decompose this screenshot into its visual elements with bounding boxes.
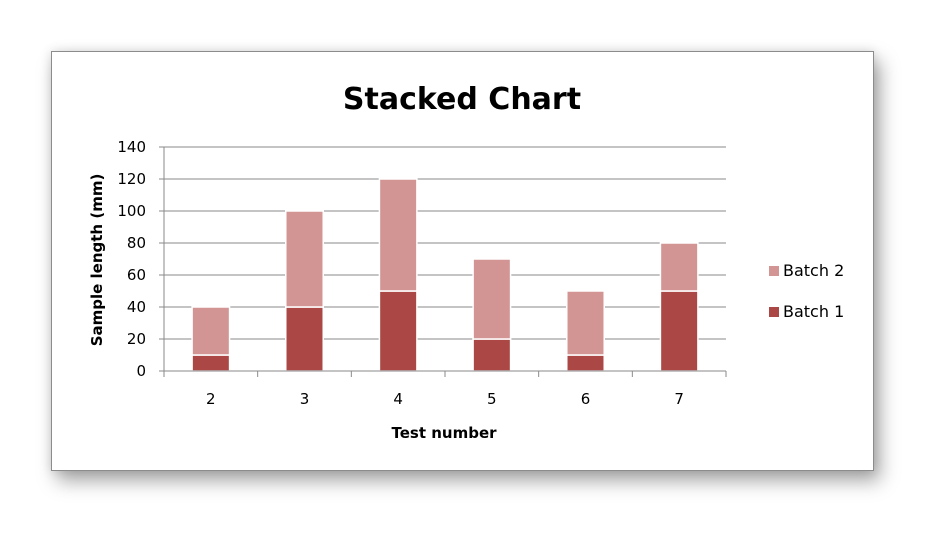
legend-swatch	[769, 307, 779, 317]
y-tick-label: 40	[127, 298, 146, 316]
legend: Batch 2 Batch 1	[769, 261, 844, 321]
x-tick-label: 7	[674, 390, 684, 408]
axes	[163, 147, 727, 377]
bar-batch-1-7	[659, 290, 699, 372]
legend-label: Batch 1	[783, 302, 844, 321]
bar-batch-1-5	[472, 338, 512, 372]
x-tick-labels: 2 3 4 5 6 7	[206, 390, 684, 408]
bar-batch-1-4	[378, 290, 418, 372]
x-tick-label: 6	[581, 390, 591, 408]
bar-batch-2-7	[659, 242, 699, 292]
legend-swatch	[769, 266, 779, 276]
y-tick-label: 80	[127, 234, 146, 252]
bar-batch-1-3	[285, 306, 324, 372]
legend-label: Batch 2	[783, 261, 844, 280]
bar-batch-1-6	[566, 354, 605, 372]
bar-batch-2-5	[472, 258, 512, 340]
bar-batch-2-2	[191, 306, 231, 356]
chart-title: Stacked Chart	[343, 82, 581, 117]
x-tick-label: 4	[393, 390, 403, 408]
gridlines	[159, 146, 726, 372]
x-tick-label: 3	[300, 390, 310, 408]
y-tick-labels: 0 20 40 60 80 100 120 140	[117, 138, 146, 380]
bar-batch-2-3	[285, 210, 324, 308]
y-tick-label: 0	[136, 362, 146, 380]
y-tick-label: 60	[127, 266, 146, 284]
y-tick-label: 120	[117, 170, 146, 188]
x-tick-label: 5	[487, 390, 497, 408]
bar-batch-2-4	[378, 178, 418, 292]
y-tick-label: 100	[117, 202, 146, 220]
bars	[191, 178, 699, 372]
y-tick-label: 20	[127, 330, 146, 348]
x-tick-label: 2	[206, 390, 216, 408]
bar-batch-1-2	[191, 354, 231, 372]
bar-batch-2-6	[566, 290, 605, 356]
y-axis-title: Sample length (mm)	[88, 174, 106, 347]
x-axis-title: Test number	[391, 424, 497, 442]
y-tick-label: 140	[117, 138, 146, 156]
